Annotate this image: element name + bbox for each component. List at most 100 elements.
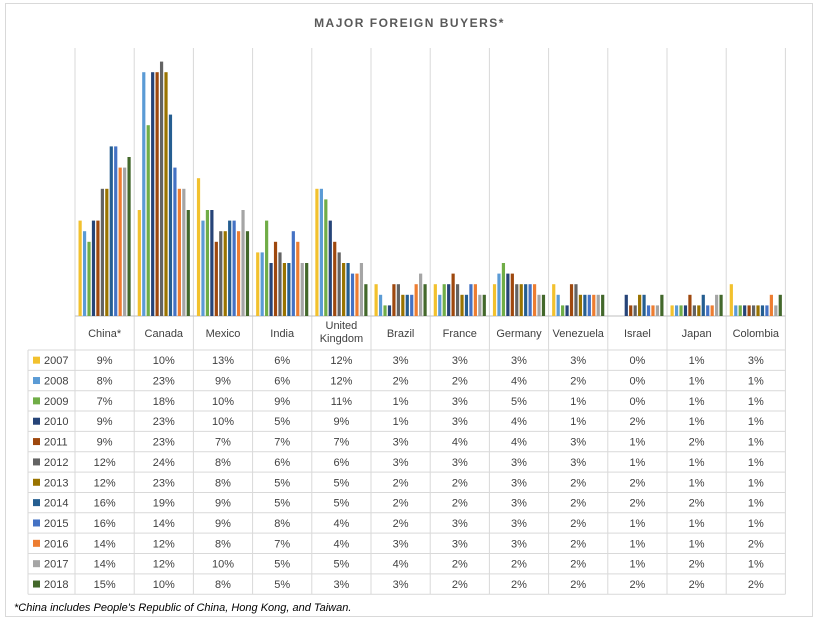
table-value: 3% xyxy=(748,355,764,367)
table-value: 3% xyxy=(511,518,527,530)
table-value: 13% xyxy=(212,355,234,367)
table-value: 23% xyxy=(153,437,175,449)
table-value: 3% xyxy=(393,538,409,550)
table-value: 9% xyxy=(215,376,231,388)
bar xyxy=(228,220,232,316)
table-value: 1% xyxy=(629,457,645,469)
bar xyxy=(328,220,332,316)
bar xyxy=(287,263,291,316)
table-value: 9% xyxy=(274,396,290,408)
bar xyxy=(464,294,469,316)
bar xyxy=(273,241,278,316)
bar xyxy=(482,294,486,316)
table-value: 7% xyxy=(215,437,231,449)
bar xyxy=(651,305,655,316)
table-value: 3% xyxy=(570,437,586,449)
table-value: 5% xyxy=(274,559,290,571)
table-value: 1% xyxy=(689,518,705,530)
legend-key xyxy=(33,580,40,588)
bar xyxy=(519,284,523,316)
bar xyxy=(769,294,773,316)
legend-key xyxy=(33,458,40,466)
table-value: 4% xyxy=(511,376,527,388)
bar xyxy=(774,305,778,316)
bar xyxy=(729,284,733,316)
table-value: 6% xyxy=(274,457,290,469)
table-value: 2% xyxy=(689,498,705,510)
bar xyxy=(196,178,201,316)
bar xyxy=(688,294,692,316)
table-value: 1% xyxy=(393,416,409,428)
table-value: 2% xyxy=(570,477,586,489)
bar xyxy=(159,61,164,316)
table-value: 19% xyxy=(153,498,175,510)
bar xyxy=(269,263,273,316)
table-value: 10% xyxy=(153,579,175,591)
bar xyxy=(315,188,319,316)
bar xyxy=(701,294,705,316)
table-value: 15% xyxy=(94,579,116,591)
table-value: 2% xyxy=(511,579,527,591)
bar xyxy=(670,305,674,316)
table-value: 3% xyxy=(393,355,409,367)
bar xyxy=(305,263,309,316)
bar xyxy=(127,157,131,316)
table-value: 2% xyxy=(570,559,586,571)
legend-key xyxy=(33,478,40,486)
table-value: 2% xyxy=(629,498,645,510)
bar xyxy=(706,305,710,316)
table-value: 6% xyxy=(333,457,349,469)
bar xyxy=(683,305,688,316)
bar xyxy=(715,294,719,316)
table-value: 5% xyxy=(511,396,527,408)
table-value: 4% xyxy=(333,538,349,550)
chart-svg: China* Canada Mexico India United Kingdom Braz… xyxy=(27,48,786,595)
table-value: 2% xyxy=(629,579,645,591)
table-value: 2% xyxy=(452,376,468,388)
table-value: 3% xyxy=(452,538,468,550)
table-value: 1% xyxy=(689,355,705,367)
table-value: 3% xyxy=(452,355,468,367)
category-label: Japan xyxy=(682,328,712,340)
bar xyxy=(624,294,628,316)
table-value: 3% xyxy=(511,477,527,489)
bar xyxy=(137,210,141,316)
table-value: 10% xyxy=(153,355,175,367)
bar xyxy=(383,305,387,316)
category-label: Colombia xyxy=(733,328,780,340)
legend-key xyxy=(33,519,40,527)
table-value: 1% xyxy=(748,396,764,408)
bar xyxy=(374,284,378,316)
table-value: 2% xyxy=(511,559,527,571)
bar xyxy=(451,273,455,316)
table-value: 9% xyxy=(215,518,231,530)
table-value: 9% xyxy=(97,355,113,367)
table-value: 3% xyxy=(511,538,527,550)
bar xyxy=(638,294,642,316)
bar xyxy=(556,294,560,316)
bar xyxy=(674,305,679,316)
bar xyxy=(738,305,742,316)
category-label: Canada xyxy=(145,328,184,340)
bar xyxy=(109,146,113,316)
table-value: 4% xyxy=(333,518,349,530)
table-value: 2% xyxy=(629,477,645,489)
table-value: 1% xyxy=(689,477,705,489)
bar xyxy=(378,294,383,316)
table-value: 3% xyxy=(393,579,409,591)
table-value: 1% xyxy=(393,396,409,408)
series-label: 2016 xyxy=(44,538,68,550)
bar xyxy=(219,231,223,316)
table-value: 2% xyxy=(452,477,468,489)
bar xyxy=(142,72,146,316)
bar xyxy=(210,210,214,316)
bar xyxy=(778,294,782,316)
bar xyxy=(734,305,738,316)
bar xyxy=(359,263,364,316)
bar xyxy=(91,220,96,316)
bar xyxy=(747,305,751,316)
bar xyxy=(342,263,346,316)
bar xyxy=(236,231,241,316)
bar xyxy=(541,294,546,316)
table-value: 2% xyxy=(629,416,645,428)
